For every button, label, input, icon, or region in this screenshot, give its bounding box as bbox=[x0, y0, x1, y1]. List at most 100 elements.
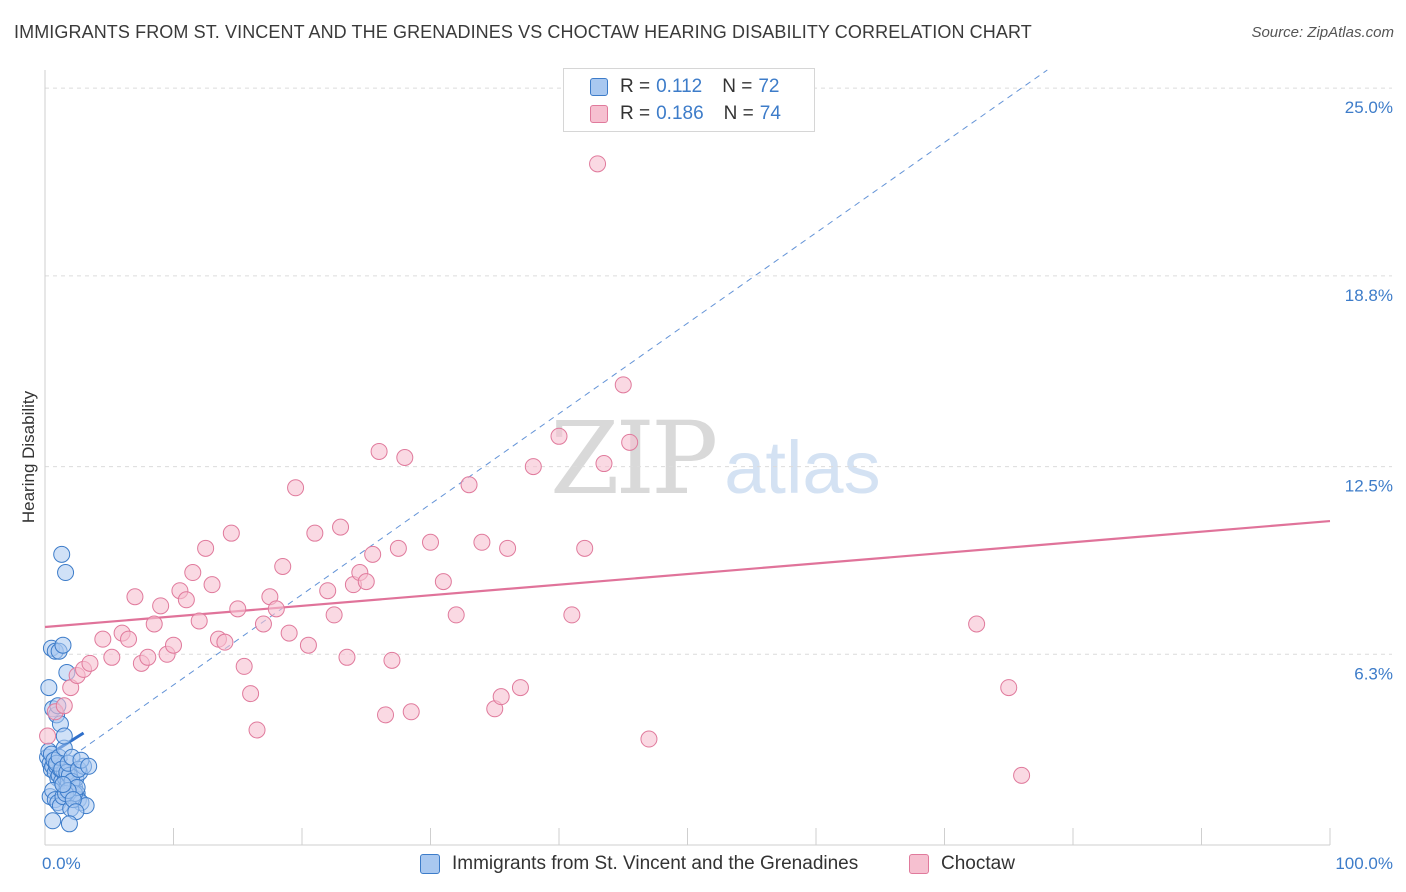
bottom-legend-choctaw: Choctaw bbox=[909, 852, 1015, 876]
data-point-choctaw bbox=[396, 449, 414, 466]
data-point-choctaw bbox=[447, 606, 465, 624]
data-point-choctaw bbox=[126, 588, 144, 606]
data-point-choctaw bbox=[222, 524, 240, 542]
data-point-choctaw bbox=[81, 654, 99, 672]
data-point-immigrants bbox=[55, 727, 73, 745]
data-point-choctaw bbox=[511, 679, 529, 697]
data-point-choctaw bbox=[287, 479, 305, 497]
data-point-choctaw bbox=[94, 630, 112, 648]
axis-labels: 6.3% 12.5% 18.8% 25.0% 0.0% 100.0% Hearing Dis… bbox=[19, 98, 1393, 873]
data-point-choctaw bbox=[422, 533, 439, 551]
data-point-choctaw bbox=[383, 651, 401, 669]
data-point-choctaw bbox=[473, 533, 491, 551]
data-point-choctaw bbox=[434, 573, 452, 591]
data-point-choctaw bbox=[152, 597, 170, 615]
bottom-legend-label: Choctaw bbox=[941, 853, 1015, 874]
data-point-immigrants bbox=[60, 815, 78, 833]
data-point-choctaw bbox=[576, 539, 594, 557]
data-point-choctaw bbox=[621, 433, 639, 451]
legend-n-label: N = bbox=[722, 76, 753, 97]
data-point-choctaw bbox=[492, 688, 510, 706]
data-point-choctaw bbox=[499, 539, 517, 557]
legend-row-choctaw: R = 0.186 N = 74 bbox=[590, 102, 781, 126]
data-point-choctaw bbox=[254, 615, 272, 633]
data-point-choctaw bbox=[550, 427, 568, 445]
data-point-choctaw bbox=[274, 557, 292, 575]
data-point-choctaw bbox=[968, 615, 986, 633]
data-point-choctaw bbox=[338, 648, 356, 666]
data-point-choctaw bbox=[39, 727, 57, 745]
data-point-choctaw bbox=[595, 455, 613, 473]
data-point-choctaw bbox=[332, 518, 350, 536]
data-point-choctaw bbox=[229, 600, 247, 618]
data-point-choctaw bbox=[377, 706, 395, 724]
data-point-choctaw bbox=[197, 539, 215, 557]
legend-r-label: R = bbox=[620, 76, 651, 97]
data-point-choctaw bbox=[370, 442, 388, 460]
data-point-choctaw bbox=[139, 648, 157, 666]
data-point-choctaw bbox=[184, 564, 202, 582]
data-points bbox=[39, 155, 1031, 833]
data-point-choctaw bbox=[524, 458, 542, 476]
data-point-choctaw bbox=[402, 703, 420, 721]
legend-n-label: N = bbox=[723, 103, 754, 124]
x-tick-label: 0.0% bbox=[42, 854, 81, 873]
data-point-choctaw bbox=[203, 576, 221, 594]
legend-swatch-pink bbox=[590, 105, 608, 123]
legend-n-value: 74 bbox=[759, 103, 781, 124]
data-point-immigrants bbox=[53, 545, 71, 563]
data-point-choctaw bbox=[1000, 679, 1018, 697]
correlation-legend: R = 0.112 N = 72 R = 0.186 N = 74 bbox=[563, 68, 815, 132]
bottom-legend-label: Immigrants from St. Vincent and the Gren… bbox=[452, 853, 859, 874]
data-point-choctaw bbox=[306, 524, 324, 542]
source-credit: Source: ZipAtlas.com bbox=[1251, 24, 1394, 41]
data-point-immigrants bbox=[54, 636, 72, 654]
data-point-choctaw bbox=[242, 685, 260, 703]
trend-line-immigrants-dashed bbox=[44, 69, 1048, 776]
data-point-choctaw bbox=[235, 657, 253, 675]
legend-n-value: 72 bbox=[758, 76, 780, 97]
data-point-choctaw bbox=[325, 606, 343, 624]
data-point-choctaw bbox=[389, 539, 407, 557]
data-point-immigrants bbox=[57, 564, 75, 582]
data-point-choctaw bbox=[248, 721, 266, 739]
data-point-choctaw bbox=[357, 573, 375, 591]
y-tick-label: 6.3% bbox=[1354, 664, 1393, 683]
data-point-choctaw bbox=[640, 730, 658, 748]
chart-title: IMMIGRANTS FROM ST. VINCENT AND THE GREN… bbox=[14, 22, 1032, 42]
data-point-choctaw bbox=[103, 648, 121, 666]
data-point-choctaw bbox=[55, 697, 73, 715]
x-tick-label: 100.0% bbox=[1335, 854, 1393, 873]
legend-row-immigrants: R = 0.112 N = 72 bbox=[590, 75, 780, 99]
y-axis-label: Hearing Disability bbox=[19, 390, 38, 523]
legend-r-value: 0.112 bbox=[656, 76, 703, 97]
data-point-choctaw bbox=[165, 636, 182, 654]
bottom-legend-swatch-pink bbox=[909, 854, 929, 874]
data-point-choctaw bbox=[589, 155, 607, 173]
axes bbox=[44, 70, 1331, 846]
data-point-choctaw bbox=[1013, 766, 1031, 784]
data-point-immigrants bbox=[44, 812, 62, 830]
legend-r-label: R = bbox=[620, 103, 651, 124]
data-point-immigrants bbox=[40, 679, 58, 697]
data-point-choctaw bbox=[177, 591, 195, 609]
y-tick-label: 12.5% bbox=[1345, 477, 1393, 496]
trend-line-choctaw bbox=[44, 519, 1331, 629]
bottom-legend-swatch-blue bbox=[420, 854, 440, 874]
data-point-choctaw bbox=[364, 545, 382, 563]
data-point-choctaw bbox=[216, 633, 234, 651]
data-point-choctaw bbox=[190, 612, 208, 630]
data-point-choctaw bbox=[614, 376, 632, 394]
data-point-choctaw bbox=[299, 636, 317, 654]
data-point-immigrants bbox=[54, 775, 72, 793]
data-point-choctaw bbox=[319, 582, 337, 600]
legend-r-value: 0.186 bbox=[656, 103, 704, 124]
data-point-choctaw bbox=[280, 624, 298, 642]
data-point-immigrants bbox=[80, 757, 98, 775]
data-point-choctaw bbox=[267, 600, 285, 618]
data-point-choctaw bbox=[563, 606, 581, 624]
data-point-choctaw bbox=[145, 615, 163, 633]
grid bbox=[45, 87, 1392, 655]
data-point-choctaw bbox=[120, 630, 138, 648]
